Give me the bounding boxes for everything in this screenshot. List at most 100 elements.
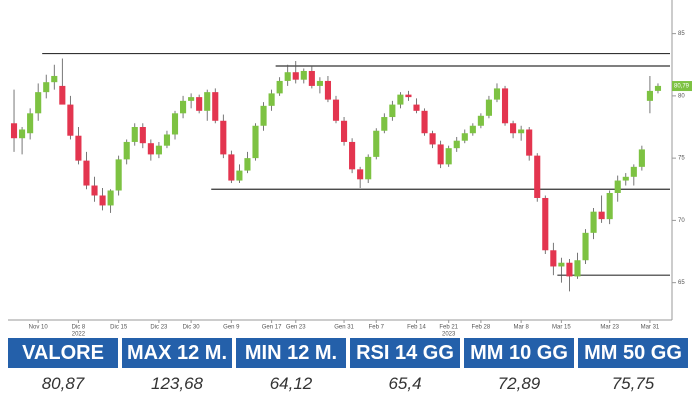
candle-body: [421, 110, 428, 134]
candle-body: [373, 130, 380, 157]
x-tick-label: Gen 17: [262, 325, 282, 331]
candle-body: [147, 143, 154, 155]
y-tick-label: 70: [678, 218, 685, 224]
y-tick-label: 85: [678, 31, 685, 37]
candle-body: [236, 170, 243, 181]
candle-body: [180, 100, 187, 114]
y-tick-label: 75: [678, 156, 685, 162]
table-header: VALORE: [8, 338, 118, 368]
year-label: 2022: [72, 332, 86, 336]
candle-body: [646, 90, 653, 101]
candle-body: [365, 156, 372, 180]
candle-body: [228, 154, 235, 181]
candle-body: [284, 72, 291, 81]
candle-body: [397, 94, 404, 105]
table-value: 123,68: [151, 374, 203, 393]
x-tick-label: Gen 23: [286, 325, 306, 331]
candle-body: [83, 160, 90, 186]
candle-body: [518, 129, 525, 134]
candle-body: [437, 144, 444, 165]
candle-body: [389, 104, 396, 118]
candle-body: [188, 97, 195, 101]
candle-body: [453, 140, 460, 149]
candle-body: [526, 129, 533, 156]
candle-body: [622, 176, 629, 181]
table-header: MM 50 GG: [578, 338, 688, 368]
candle-body: [244, 158, 251, 171]
candle-body: [99, 195, 106, 206]
candle-body: [308, 70, 315, 86]
candle-body: [300, 70, 307, 80]
candle-body: [566, 262, 573, 277]
candle-body: [91, 185, 98, 196]
stats-table: VALORE MAX 12 M. MIN 12 M. RSI 14 GG MM 10 G…: [8, 338, 688, 398]
x-tick-label: Nov 10: [29, 325, 49, 331]
candle-body: [582, 232, 589, 261]
candle-body: [19, 129, 26, 139]
candle-body: [534, 155, 541, 198]
candle-body: [10, 123, 18, 139]
x-tick-label: Mar 15: [552, 325, 571, 331]
candle-body: [461, 133, 468, 141]
candle-body: [268, 93, 275, 106]
candle-body: [51, 75, 58, 83]
candle-body: [35, 92, 42, 114]
candle-body: [510, 123, 517, 134]
candle-body: [405, 94, 412, 98]
x-tick-label: Mar 23: [600, 325, 619, 331]
candle-body: [131, 127, 138, 142]
candle-body: [204, 92, 211, 111]
x-tick-label: Mar 8: [513, 325, 529, 331]
x-tick-label: Feb 14: [407, 325, 426, 331]
candle-body: [542, 197, 549, 251]
table-header: MM 10 GG: [464, 338, 574, 368]
candle-body: [292, 72, 299, 80]
candle-body: [155, 145, 162, 155]
candle-body: [43, 82, 50, 93]
candle-body: [501, 88, 509, 124]
candle-body: [590, 211, 597, 233]
candle-body: [614, 180, 621, 193]
candle-body: [550, 250, 557, 267]
x-tick-label: Feb 28: [472, 325, 491, 331]
candle-body: [163, 134, 171, 146]
table-value: 72,89: [497, 374, 541, 393]
candle-body: [381, 117, 388, 131]
candle-body: [558, 262, 565, 267]
candle-body: [139, 127, 146, 144]
candle-body: [429, 133, 436, 145]
candle-body: [324, 80, 332, 100]
candle-body: [123, 141, 130, 160]
candle-body: [469, 125, 476, 134]
candle-body: [67, 104, 74, 136]
x-tick-label: Mar 31: [641, 325, 660, 331]
candle-body: [340, 120, 348, 142]
candle-body: [598, 211, 605, 220]
candle-body: [477, 115, 484, 126]
x-tick-label: Dic 15: [110, 325, 128, 331]
candle-body: [654, 85, 662, 91]
candle-body: [27, 113, 34, 134]
candle-body: [413, 104, 420, 111]
candle-body: [485, 99, 492, 116]
candle-body: [220, 120, 227, 155]
table-value: 65,4: [388, 374, 422, 393]
candle-body: [171, 113, 179, 135]
table-header: RSI 14 GG: [350, 338, 460, 368]
candle-body: [316, 80, 323, 86]
candle-body: [196, 97, 203, 111]
year-label: 2023: [442, 332, 456, 336]
table-value: 64,12: [269, 374, 313, 393]
candle-body: [212, 92, 219, 121]
table-header: MAX 12 M.: [122, 338, 232, 368]
candle-body: [332, 99, 340, 121]
x-tick-label: Gen 9: [223, 325, 240, 331]
candle-body: [574, 260, 581, 277]
x-tick-label: Gen 31: [334, 325, 354, 331]
x-tick-label: Dic 23: [150, 325, 168, 331]
last-price-tag: [672, 81, 692, 92]
candle-body: [107, 190, 114, 206]
candle-body: [493, 88, 501, 100]
candle-body: [349, 141, 356, 170]
